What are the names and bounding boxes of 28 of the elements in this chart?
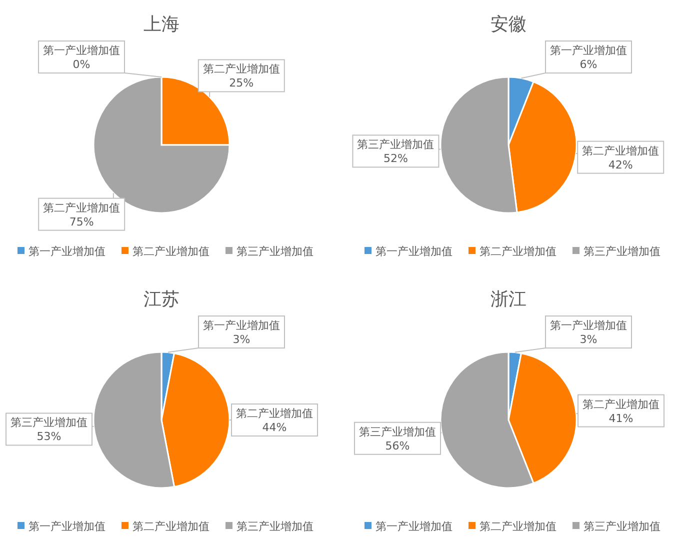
chart-title: 浙江	[490, 289, 526, 310]
data-label: 第二产业增加值 42%	[582, 144, 660, 172]
legend-label: 第三产业增加值	[236, 245, 314, 258]
data-label: 第一产业增加值 6%	[550, 44, 627, 71]
legend-label: 第三产业增加值	[584, 520, 660, 533]
legend-label: 第二产业增加值	[480, 520, 556, 533]
legend-label: 第一产业增加值	[28, 245, 106, 258]
legend-label: 第一产业增加值	[376, 520, 452, 533]
data-label: 第二产业增加值 25%	[202, 62, 280, 90]
legend-label: 第二产业增加值	[132, 520, 210, 533]
legend-label: 第一产业增加值	[376, 245, 452, 258]
data-label: 第三产业增加值 56%	[359, 425, 436, 452]
legend-label: 第三产业增加值	[236, 520, 314, 533]
legend-label: 第一产业增加值	[28, 520, 106, 533]
legend-label: 第二产业增加值	[132, 245, 210, 258]
data-label: 第一产业增加值 3%	[203, 319, 280, 346]
text: 第一产业增加值 0%	[43, 44, 120, 71]
legend-label: 第二产业增加值	[480, 245, 556, 258]
data-label: 第二产业增加值 44%	[236, 407, 313, 434]
chart-title: 江苏	[144, 289, 180, 310]
data-label: 第一产业增加值 3%	[550, 319, 627, 346]
data-label: 第二产业增加值 41%	[582, 398, 660, 425]
chart-title: 安徽	[490, 14, 526, 35]
chart-title: 上海	[144, 14, 180, 35]
data-label: 第三产业增加值 52%	[357, 138, 434, 166]
data-label: 第三产业增加值 53%	[10, 416, 88, 444]
legend-label: 第三产业增加值	[584, 245, 660, 258]
data-label: 第二产业增加值 75%	[43, 201, 120, 228]
